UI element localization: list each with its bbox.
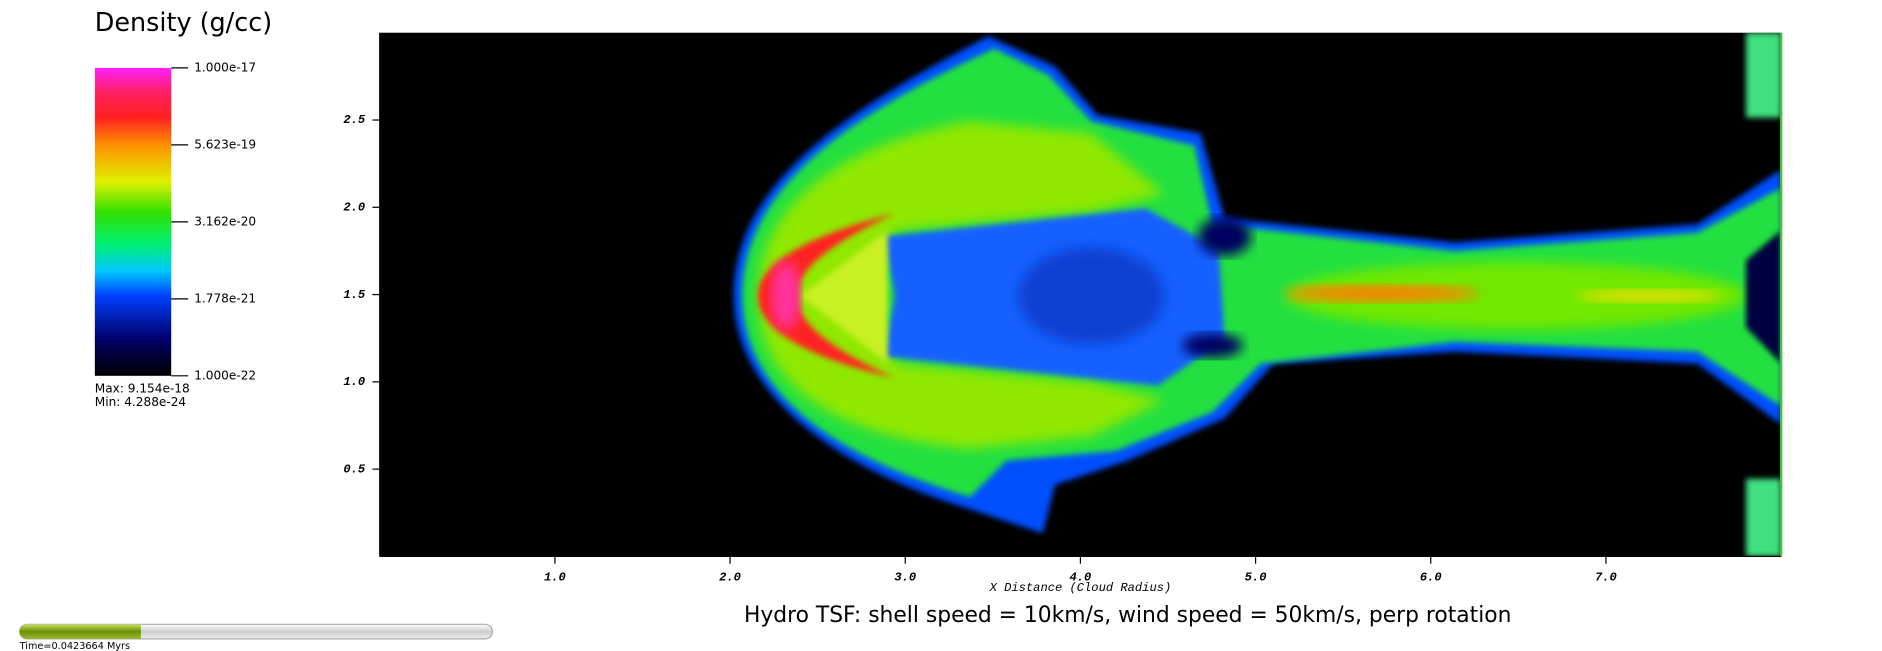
y-tick-label: 2.0 [343, 201, 365, 215]
colorbar-tick-label: 1.778e-21 [194, 291, 256, 305]
x-tick-label: 2.0 [719, 570, 741, 584]
colorbar-tick-label: 1.000e-22 [194, 368, 256, 382]
colorbar-tick-label: 1.000e-17 [194, 60, 256, 74]
x-tick-label: 5.0 [1245, 570, 1267, 584]
colorbar-tick-label: 5.623e-19 [194, 137, 256, 151]
plot-title: Hydro TSF: shell speed = 10km/s, wind sp… [744, 603, 1511, 628]
time-slider-progress [19, 624, 141, 639]
max-label: Max: 9.154e-18 [95, 382, 190, 396]
x-tick-label: 4.0 [1070, 570, 1092, 584]
y-tick-label: 1.5 [343, 288, 366, 302]
y-tick-label: 2.5 [343, 113, 366, 127]
x-tick-label: 7.0 [1595, 570, 1617, 584]
y-tick-label: 1.0 [343, 375, 365, 389]
x-axis-label: X Distance (Cloud Radius) [989, 581, 1172, 595]
time-label: Time=0.0423664 Myrs [19, 641, 130, 651]
x-tick-label: 6.0 [1420, 570, 1442, 584]
min-label: Min: 4.288e-24 [95, 395, 187, 409]
x-tick-label: 3.0 [894, 570, 916, 584]
y-tick-label: 0.5 [343, 462, 366, 476]
x-tick-label: 1.0 [544, 570, 566, 584]
colorbar-tick-label: 3.162e-20 [194, 214, 256, 228]
legend-title: Density (g/cc) [95, 8, 272, 38]
colorbar [94, 67, 172, 376]
density-field [733, 32, 1782, 557]
